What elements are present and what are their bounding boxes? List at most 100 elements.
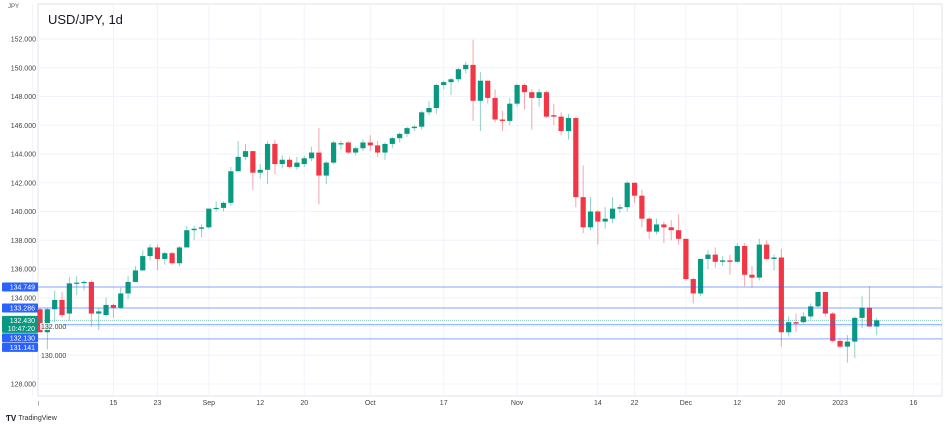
candle (59, 292, 65, 318)
candle (345, 141, 351, 154)
candle-body (742, 246, 748, 275)
candle-body (580, 197, 586, 228)
candle-body (206, 208, 212, 228)
candle-body (81, 281, 87, 284)
level-price-label: 133.286 (10, 306, 35, 313)
candle-body (698, 258, 704, 294)
level-price-label: 131.141 (10, 345, 35, 352)
candle-body (756, 244, 762, 278)
candle (301, 155, 307, 167)
candle-body (646, 218, 652, 232)
price-axis[interactable]: 152.000 150.000 148.000 146.000 144.000 142.0… (11, 37, 67, 389)
candle (477, 72, 483, 131)
candle (653, 218, 660, 235)
candle (646, 217, 652, 239)
candle-body (353, 148, 359, 153)
candle-body (624, 182, 630, 208)
time-tick-label: Sep (203, 400, 216, 407)
candle (264, 141, 271, 185)
candle-body (712, 254, 718, 262)
candle-body (316, 152, 322, 176)
price-tick-label: 136.000 (11, 267, 36, 274)
candle (323, 161, 329, 185)
candle-body (639, 195, 645, 219)
candle (118, 287, 124, 310)
time-tick-label: 14 (594, 400, 602, 407)
candle-body (242, 151, 249, 157)
candle-body (426, 108, 432, 113)
candle (176, 246, 183, 267)
brand-name[interactable]: TradingView (18, 415, 57, 422)
level-price-label: 132.130 (10, 335, 35, 342)
candle (397, 132, 403, 143)
candle-body (859, 307, 865, 318)
candle-body (74, 282, 80, 284)
candle (551, 103, 557, 126)
candle-body (529, 92, 535, 98)
candle-body (257, 169, 263, 173)
candle (279, 155, 285, 169)
candle-body (360, 142, 366, 149)
price-tick-label: 128.000 (11, 382, 36, 389)
candle (764, 240, 770, 261)
time-axis[interactable]: Aug 15 23 Sep 12 20 Oct 17 Nov 14 22 Dec 12 20 2023 16 (26, 400, 917, 407)
candle-body (191, 228, 197, 231)
candle (66, 276, 72, 321)
candle-body (485, 80, 491, 98)
level-price-badge (2, 282, 38, 292)
symbol-title[interactable]: USD/JPY, 1d (48, 12, 123, 27)
price-tick-label: 148.000 (11, 94, 36, 101)
candle-body (587, 211, 594, 228)
candle-body (154, 247, 161, 259)
candle (228, 166, 234, 206)
price-tick-label-bg (40, 323, 64, 330)
candle (96, 307, 102, 331)
candle-body (176, 247, 183, 264)
candle (595, 210, 601, 245)
candle-body (477, 80, 483, 101)
candle-body (800, 316, 806, 323)
candle-body (771, 257, 777, 259)
price-tick-label: 142.000 (11, 180, 36, 187)
tradingview-logo-icon: ƬV (6, 414, 17, 423)
candle (242, 143, 249, 160)
candle (235, 141, 241, 172)
candle (110, 303, 116, 318)
candle-body (308, 152, 315, 159)
candle-body (367, 142, 373, 146)
candle (375, 141, 381, 157)
candle-body (793, 322, 799, 324)
candle-body (536, 92, 542, 98)
candle (565, 113, 572, 140)
candle-body (44, 309, 50, 333)
candle-body (132, 270, 139, 282)
time-tick-label: 23 (154, 400, 162, 407)
candle (852, 316, 858, 359)
time-tick-label: Oct (365, 400, 376, 407)
candle-body (198, 227, 205, 229)
candle-body (213, 207, 219, 210)
candle (286, 156, 293, 169)
time-tick-label: 20 (300, 400, 308, 407)
candle (837, 339, 843, 349)
candle (213, 201, 219, 212)
price-tick-label: 152.000 (11, 37, 36, 44)
candle-body (375, 145, 381, 153)
candle (257, 164, 263, 179)
candle (690, 277, 696, 304)
candle-body (514, 85, 520, 104)
candle (162, 251, 168, 265)
candle (712, 247, 718, 268)
candle (220, 201, 227, 212)
candle-body (250, 151, 256, 173)
candle (198, 224, 205, 238)
candle-body (609, 208, 616, 219)
last-price-label: 132.430 (10, 318, 35, 325)
candle-body (162, 253, 168, 259)
candle (147, 244, 153, 261)
time-tick-label: 2023 (832, 400, 848, 407)
candle-body (88, 281, 94, 314)
candle-body (705, 254, 711, 259)
